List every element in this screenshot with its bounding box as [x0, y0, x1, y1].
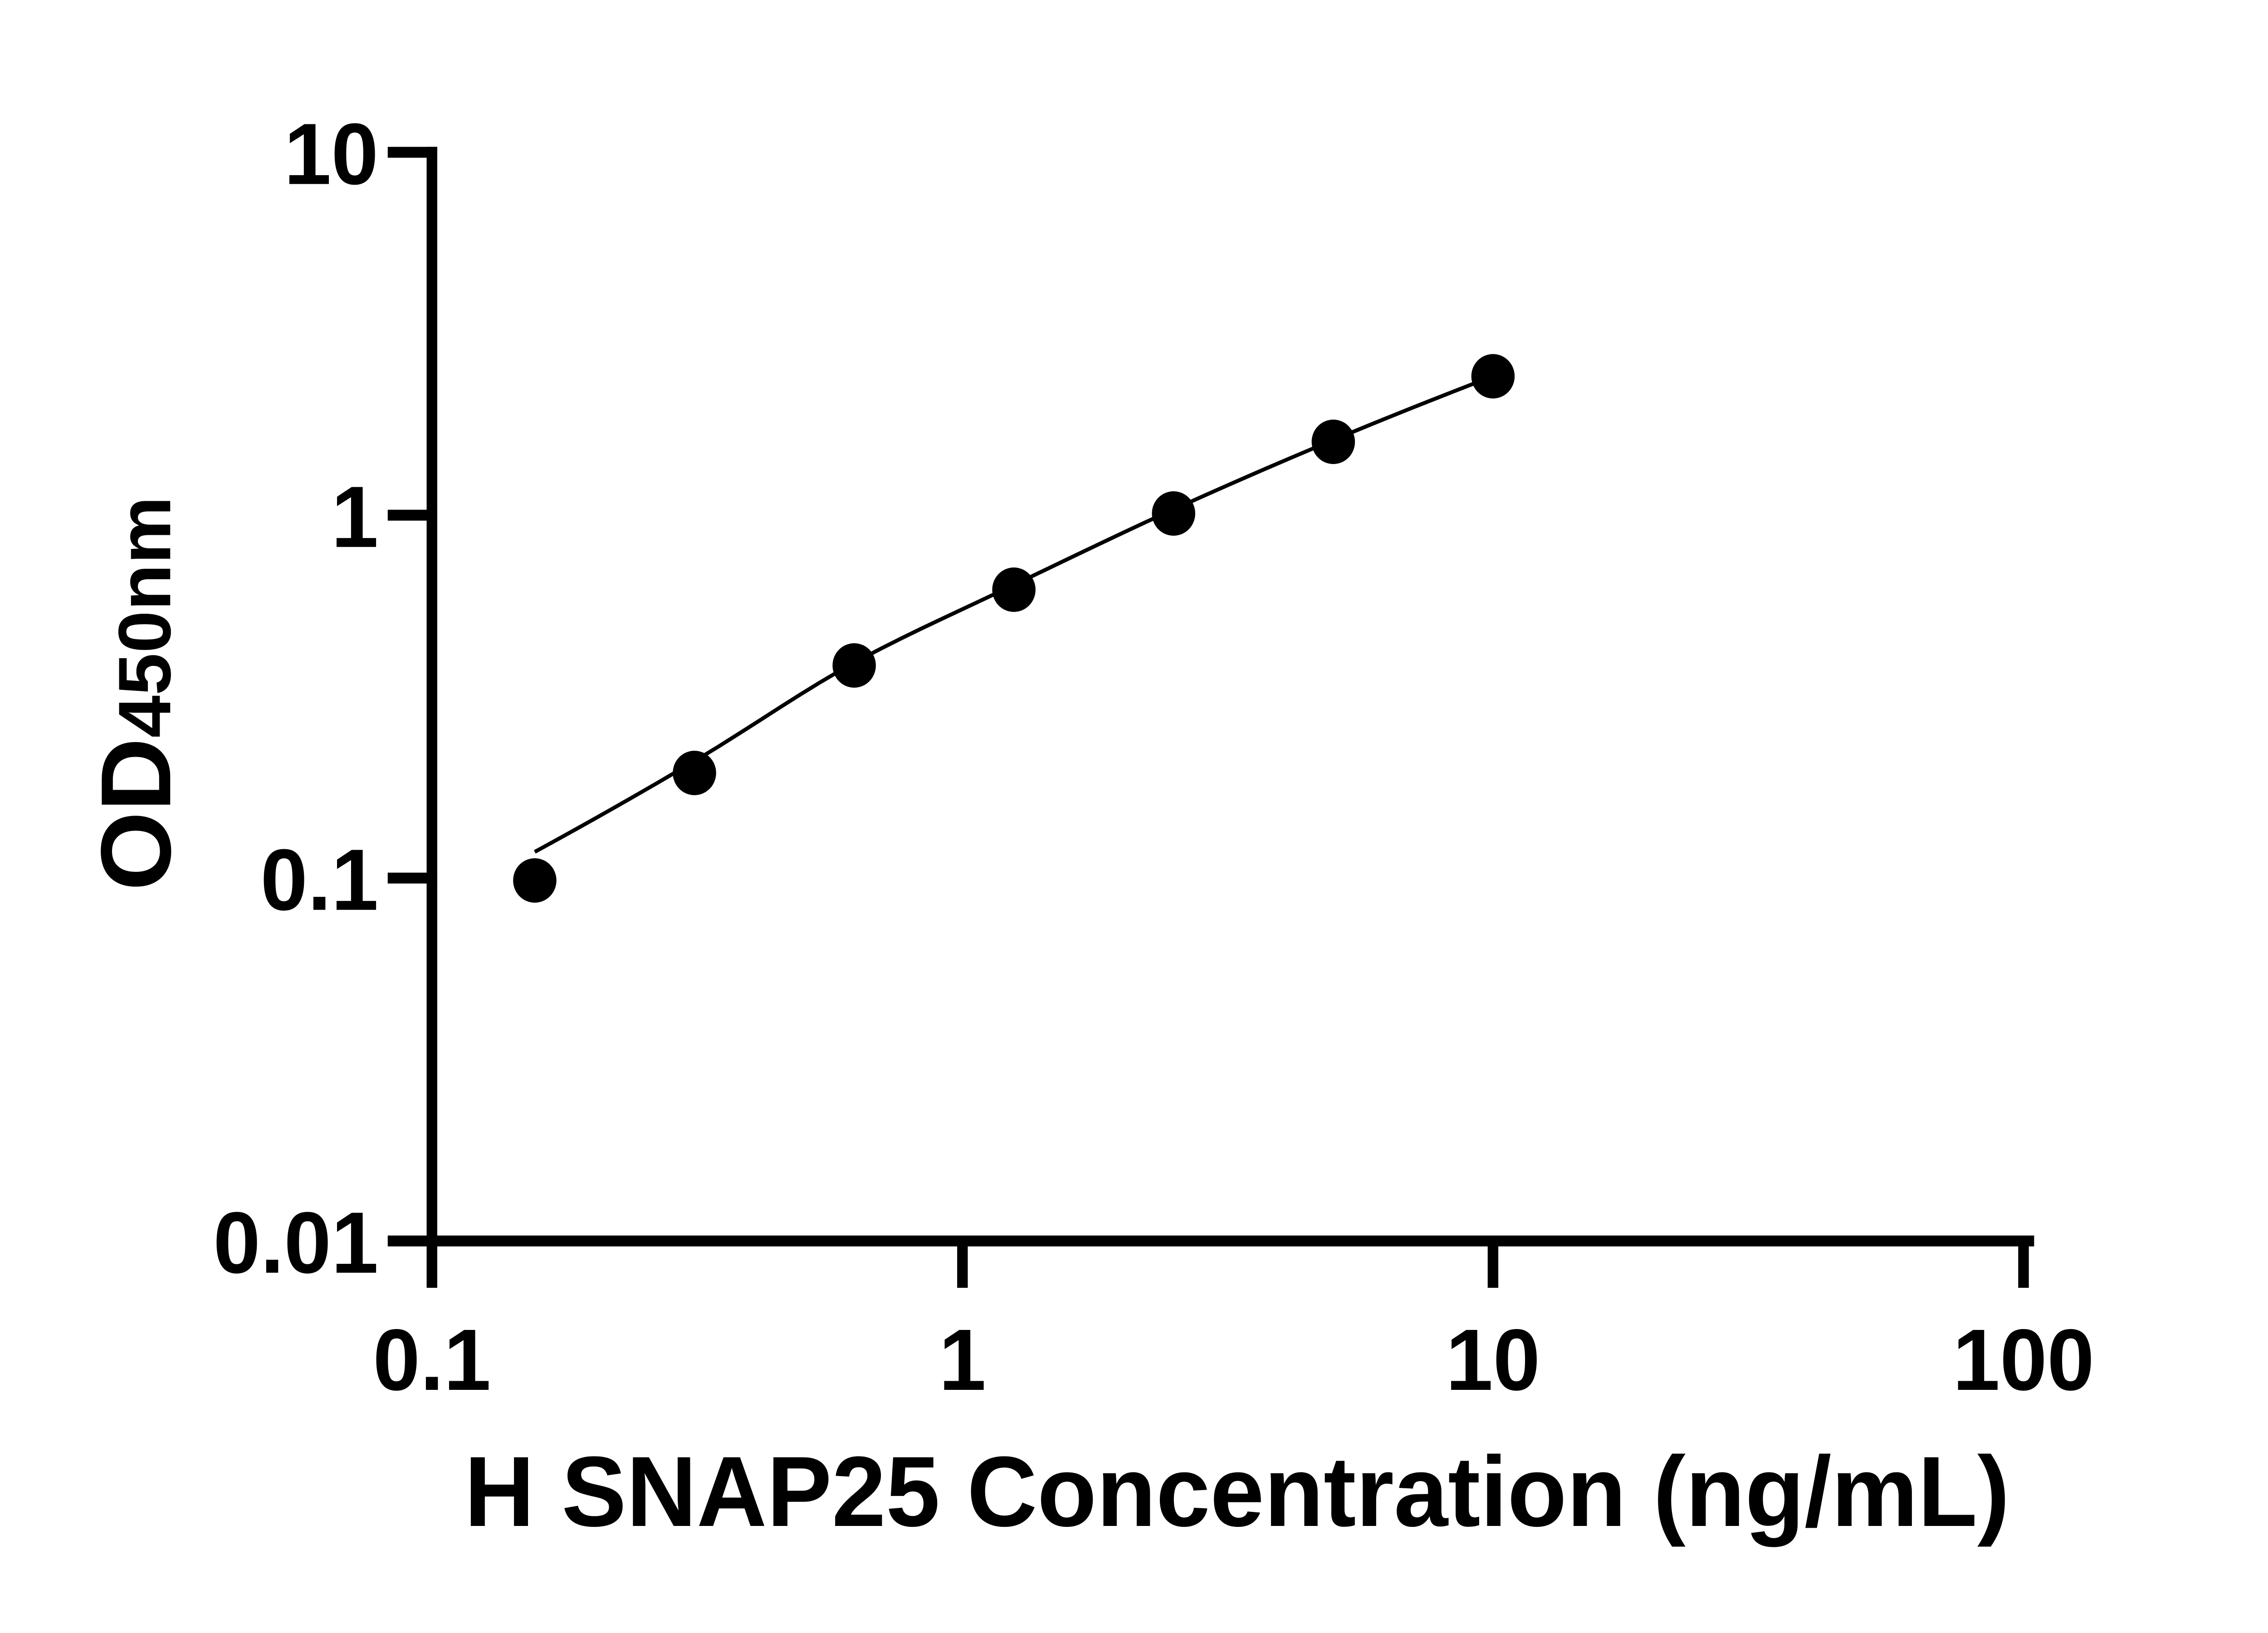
svg-text:OD450nm: OD450nm	[81, 496, 192, 891]
svg-text:0.01: 0.01	[213, 1194, 378, 1292]
svg-text:0.1: 0.1	[260, 831, 378, 929]
svg-text:10: 10	[284, 106, 378, 203]
svg-text:1: 1	[331, 469, 378, 566]
svg-text:0.1: 0.1	[373, 1311, 491, 1409]
svg-text:1: 1	[939, 1311, 986, 1409]
svg-text:10: 10	[1446, 1311, 1540, 1409]
svg-text:100: 100	[1953, 1311, 2094, 1409]
svg-text:H SNAP25 Concentration (ng/mL): H SNAP25 Concentration (ng/mL)	[464, 1436, 2010, 1548]
